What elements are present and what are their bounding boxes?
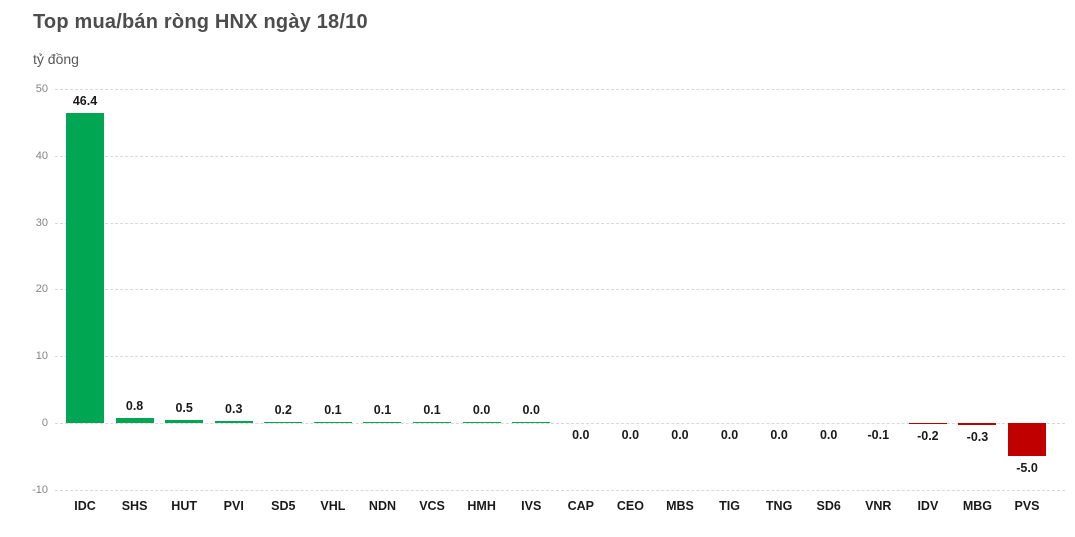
x-axis-tick-label-sd6: SD6 xyxy=(816,499,841,513)
bar-idv xyxy=(908,423,947,424)
bar-value-label: 0.0 xyxy=(819,428,838,442)
bar-pvi xyxy=(214,421,253,423)
x-axis-tick-label-ceo: CEO xyxy=(616,499,644,513)
bar-value-label: -0.3 xyxy=(966,430,989,444)
gridline xyxy=(55,489,1065,491)
x-axis-tick-label-vnr: VNR xyxy=(865,499,892,513)
y-axis-tick-label: -10 xyxy=(32,483,48,496)
bar-value-label: 0.3 xyxy=(225,402,243,416)
bar-idc xyxy=(66,113,104,423)
x-axis-tick-label-cap: CAP xyxy=(567,499,594,513)
x-axis-tick-label-tig: TIG xyxy=(719,499,740,513)
bar-pvs xyxy=(1008,423,1047,456)
unit-label: tỷ đồng xyxy=(33,51,79,67)
bar-ndn xyxy=(363,422,402,423)
bar-value-label: 0.0 xyxy=(770,428,788,442)
bar-value-label: -5.0 xyxy=(1016,461,1038,475)
x-axis-tick-label-sd5: SD5 xyxy=(271,499,296,513)
x-axis-tick-label-ndn: NDN xyxy=(368,499,397,513)
x-axis-tick-label-ivs: IVS xyxy=(521,499,542,513)
x-axis-tick-label-pvi: PVI xyxy=(223,499,244,513)
bar-value-label: 0.1 xyxy=(324,403,342,417)
y-axis-tick-label: 0 xyxy=(41,417,48,429)
bar-vcs xyxy=(413,422,452,423)
bar-value-label: 0.0 xyxy=(671,428,689,442)
gridline xyxy=(55,155,1065,157)
x-axis-tick-label-idv: IDV xyxy=(917,499,939,513)
bar-value-label: -0.1 xyxy=(867,428,890,442)
y-axis-tick-label: 20 xyxy=(35,283,48,296)
bar-value-label: 0.0 xyxy=(621,428,640,442)
y-axis-tick-label: 30 xyxy=(35,216,48,229)
bar-vhl xyxy=(313,422,352,423)
x-axis-tick-label-shs: SHS xyxy=(121,499,148,513)
bar-value-label: 0.0 xyxy=(572,428,590,442)
x-axis-tick-label-pvs: PVS xyxy=(1014,499,1040,513)
x-axis-tick-label-idc: IDC xyxy=(74,499,96,513)
bar-ivs xyxy=(512,422,551,423)
x-axis-tick-label-mbs: MBS xyxy=(666,499,694,513)
bar-hmh xyxy=(462,422,501,423)
x-axis-tick-label-vcs: VCS xyxy=(419,499,445,513)
bar-value-label: 0.0 xyxy=(720,428,739,442)
bar-mbg xyxy=(958,423,997,425)
x-axis-tick-label-hut: HUT xyxy=(171,499,197,513)
bar-sd5 xyxy=(264,422,303,423)
x-axis-tick-label-vhl: VHL xyxy=(320,499,346,513)
gridline xyxy=(55,289,1065,291)
gridline xyxy=(55,89,1065,90)
bar-value-label: 0.0 xyxy=(522,403,540,417)
gridline xyxy=(55,356,1065,358)
y-axis-tick-label: 10 xyxy=(35,350,48,363)
bar-value-label: 0.5 xyxy=(175,401,193,415)
bar-value-label: 46.4 xyxy=(72,94,98,108)
bar-value-label: 0.1 xyxy=(373,403,392,417)
bar-value-label: 0.2 xyxy=(274,403,292,417)
bar-shs xyxy=(115,418,154,423)
gridline xyxy=(55,222,1065,224)
x-axis-tick-label-hmh: HMH xyxy=(467,499,496,513)
bar-value-label: 0.0 xyxy=(472,403,491,417)
chart-title: Top mua/bán ròng HNX ngày 18/10 xyxy=(33,11,368,33)
y-axis-tick-label: 40 xyxy=(35,149,48,162)
y-axis-tick-label: 50 xyxy=(35,83,48,95)
gridline xyxy=(55,423,1065,424)
bar-value-label: 0.8 xyxy=(125,399,144,413)
x-axis-tick-label-mbg: MBG xyxy=(962,499,993,513)
bar-hut xyxy=(165,420,204,423)
bar-value-label: 0.1 xyxy=(423,403,441,417)
bar-value-label: -0.2 xyxy=(917,429,939,443)
x-axis-tick-label-tng: TNG xyxy=(765,499,793,513)
